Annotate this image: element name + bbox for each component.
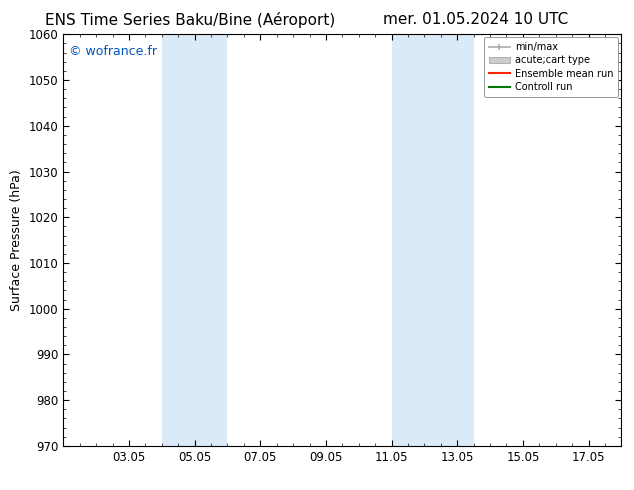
- Text: ENS Time Series Baku/Bine (Aéroport): ENS Time Series Baku/Bine (Aéroport): [45, 12, 335, 28]
- Y-axis label: Surface Pressure (hPa): Surface Pressure (hPa): [10, 169, 23, 311]
- Legend: min/max, acute;cart type, Ensemble mean run, Controll run: min/max, acute;cart type, Ensemble mean …: [484, 37, 618, 97]
- Text: © wofrance.fr: © wofrance.fr: [69, 45, 157, 58]
- Text: mer. 01.05.2024 10 UTC: mer. 01.05.2024 10 UTC: [383, 12, 568, 27]
- Bar: [162, 34, 228, 446]
- Bar: [392, 34, 474, 446]
